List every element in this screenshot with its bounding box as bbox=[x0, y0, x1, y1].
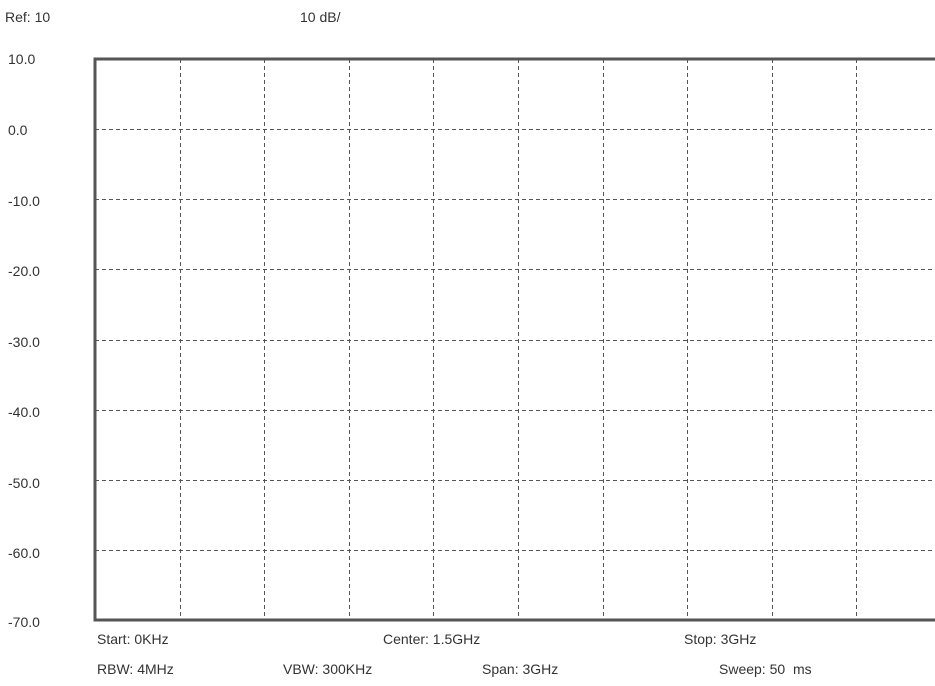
ref-level-label: Ref: 10 bbox=[5, 9, 51, 25]
scale-per-division-label: 10 dB/ bbox=[300, 9, 341, 25]
y-tick-label: 0.0 bbox=[8, 122, 28, 138]
y-tick-label: -50.0 bbox=[8, 475, 40, 491]
plot-frame bbox=[93, 57, 935, 622]
y-tick-label: -10.0 bbox=[8, 193, 40, 209]
span-label: Span: 3GHz bbox=[482, 661, 559, 677]
y-tick-label: -70.0 bbox=[8, 614, 40, 630]
sweep-time-label: Sweep: 50 ms bbox=[719, 661, 812, 677]
y-tick-label: -20.0 bbox=[8, 263, 40, 279]
y-tick-label: -40.0 bbox=[8, 404, 40, 420]
y-tick-label: -60.0 bbox=[8, 545, 40, 561]
center-frequency-label: Center: 1.5GHz bbox=[383, 631, 481, 647]
start-frequency-label: Start: 0KHz bbox=[97, 631, 169, 647]
stop-frequency-label: Stop: 3GHz bbox=[684, 631, 757, 647]
y-tick-label: -30.0 bbox=[8, 334, 40, 350]
y-tick-label: 10.0 bbox=[8, 51, 36, 67]
grid-lines bbox=[95, 59, 935, 620]
vbw-label: VBW: 300KHz bbox=[283, 661, 373, 677]
rbw-label: RBW: 4MHz bbox=[97, 661, 174, 677]
